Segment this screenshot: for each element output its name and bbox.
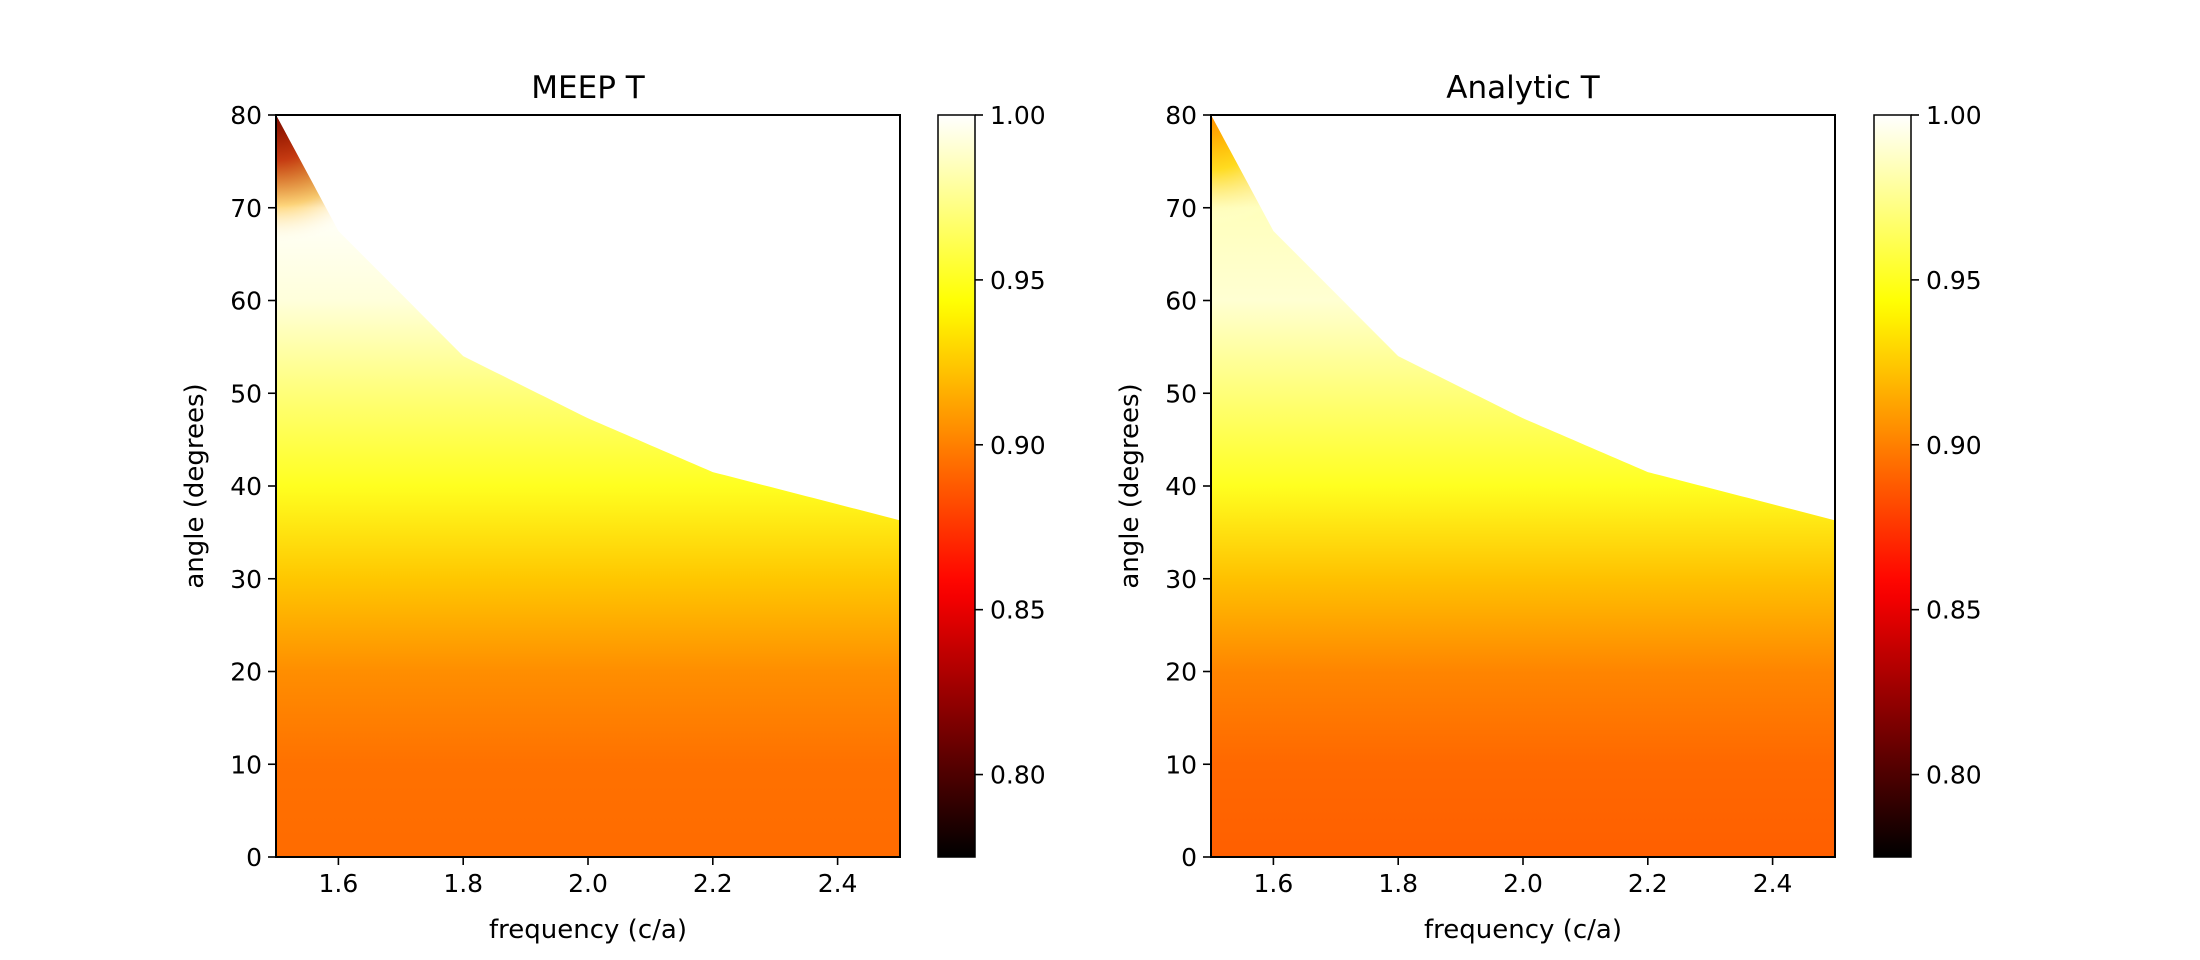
y-tick-label: 40 xyxy=(1165,472,1197,501)
y-tick-label: 10 xyxy=(1165,750,1197,779)
y-tick-label: 80 xyxy=(230,101,262,130)
chart-title: Analytic T xyxy=(1446,70,1600,106)
colorbar-tick-label: 1.00 xyxy=(1926,101,1982,130)
colorbar: 0.80 0.85 0.90 0.95 1.00 xyxy=(1873,101,1982,858)
colorbar-tick-label: 1.00 xyxy=(990,101,1046,130)
y-tick-label: 40 xyxy=(230,472,262,501)
y-tick-label: 70 xyxy=(230,194,262,223)
colorbar-tick-label: 0.90 xyxy=(990,431,1046,460)
y-tick-label: 60 xyxy=(1165,287,1197,316)
y-tick-label: 20 xyxy=(230,658,262,687)
chart-title: MEEP T xyxy=(531,70,645,106)
colorbar-tick-label: 0.90 xyxy=(1926,431,1982,460)
heatmap-fill xyxy=(1211,115,1835,857)
y-tick-label: 70 xyxy=(1165,194,1197,223)
colorbar-tick-label: 0.85 xyxy=(990,596,1046,625)
x-tick-label: 2.4 xyxy=(818,869,858,898)
heatmap-area xyxy=(1211,115,1835,857)
colorbar-tick-label: 0.95 xyxy=(1926,266,1982,295)
x-tick-label: 2.0 xyxy=(568,869,608,898)
x-tick-label: 2.0 xyxy=(1503,869,1543,898)
x-tick-label: 1.6 xyxy=(319,869,359,898)
y-tick-label: 0 xyxy=(246,843,262,872)
colorbar-tick-label: 0.80 xyxy=(1926,761,1982,790)
colorbar-tick-label: 0.85 xyxy=(1926,596,1982,625)
x-axis-label: frequency (c/a) xyxy=(1424,915,1622,945)
x-tick-label: 2.2 xyxy=(693,869,733,898)
heatmap-fill xyxy=(276,115,900,857)
colorbar-gradient xyxy=(937,114,976,858)
y-axis-label: angle (degrees) xyxy=(180,383,210,588)
y-tick-label: 80 xyxy=(1165,101,1197,130)
panel-analytic: Analytic T frequency (c/a) angle (degree… xyxy=(1115,70,1982,945)
colorbar-tick-label: 0.95 xyxy=(990,266,1046,295)
y-tick-label: 50 xyxy=(230,379,262,408)
x-axis-label: frequency (c/a) xyxy=(489,915,687,945)
y-tick-label: 20 xyxy=(1165,658,1197,687)
colorbar-tick-label: 0.80 xyxy=(990,761,1046,790)
colorbar-ticks: 0.80 0.85 0.90 0.95 1.00 xyxy=(1911,101,1982,790)
colorbar-gradient xyxy=(1873,114,1912,858)
y-tick-label: 50 xyxy=(1165,379,1197,408)
edge-artifact xyxy=(276,115,351,301)
y-tick-label: 30 xyxy=(1165,565,1197,594)
x-tick-label: 2.2 xyxy=(1628,869,1668,898)
heatmap-area xyxy=(276,115,900,857)
colorbar-ticks: 0.80 0.85 0.90 0.95 1.00 xyxy=(975,101,1046,790)
x-tick-label: 1.8 xyxy=(1378,869,1418,898)
x-tick-label: 2.4 xyxy=(1753,869,1793,898)
x-tick-label: 1.6 xyxy=(1254,869,1294,898)
y-tick-label: 30 xyxy=(230,565,262,594)
edge-artifact xyxy=(1211,115,1286,301)
axis-ticks: 1.6 1.8 2.0 2.2 2.4 0 10 20 30 40 50 60 70 80 xyxy=(1165,101,1792,898)
y-axis-label: angle (degrees) xyxy=(1115,383,1145,588)
axis-ticks: 1.6 1.8 2.0 2.2 2.4 0 10 20 30 40 50 60 70 80 xyxy=(230,101,857,898)
panel-meep: MEEP T frequency (c/a) angle (degrees) 1… xyxy=(180,70,1046,945)
y-tick-label: 0 xyxy=(1181,843,1197,872)
y-tick-label: 60 xyxy=(230,287,262,316)
colorbar: 0.80 0.85 0.90 0.95 1.00 xyxy=(937,101,1046,858)
y-tick-label: 10 xyxy=(230,750,262,779)
x-tick-label: 1.8 xyxy=(443,869,483,898)
